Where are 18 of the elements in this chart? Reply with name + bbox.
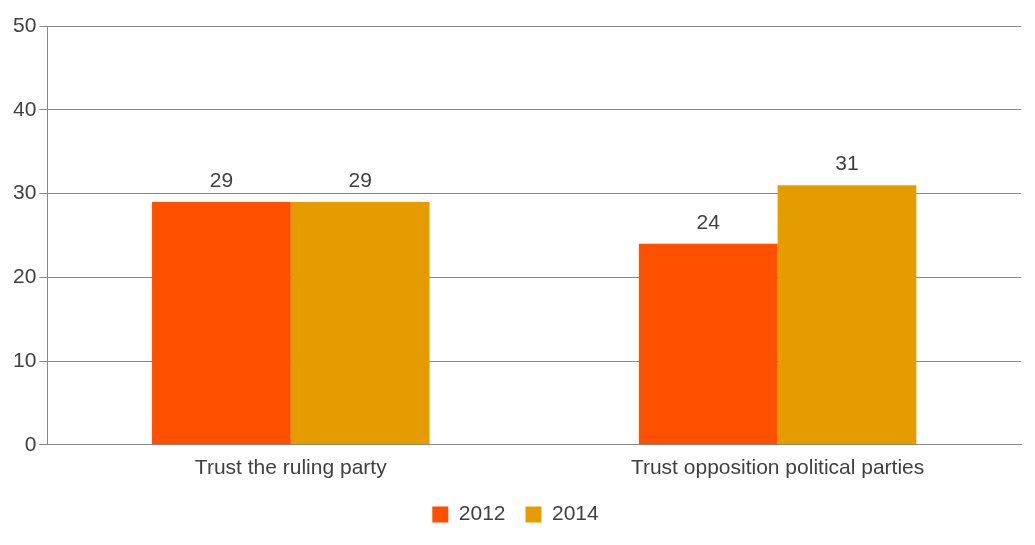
bar [290, 201, 430, 445]
y-tick-label: 10 [13, 347, 37, 371]
y-tick-label: 20 [13, 264, 37, 288]
bar [777, 185, 917, 445]
bar [638, 243, 778, 445]
y-tick-label: 50 [13, 12, 37, 36]
data-label: 29 [209, 168, 234, 192]
y-tick-label: 40 [13, 96, 37, 120]
data-label: 31 [835, 151, 859, 175]
legend-label: 2014 [552, 501, 600, 525]
data-label: 24 [696, 210, 721, 234]
y-tick-label: 0 [24, 431, 37, 455]
data-label: 29 [348, 168, 372, 192]
x-tick-label: Trust opposition political parties [630, 455, 925, 479]
x-tick-label: Trust the ruling party [194, 455, 388, 479]
bar [152, 201, 291, 445]
legend-label: 2012 [458, 501, 506, 525]
y-tick-label: 30 [13, 180, 37, 204]
